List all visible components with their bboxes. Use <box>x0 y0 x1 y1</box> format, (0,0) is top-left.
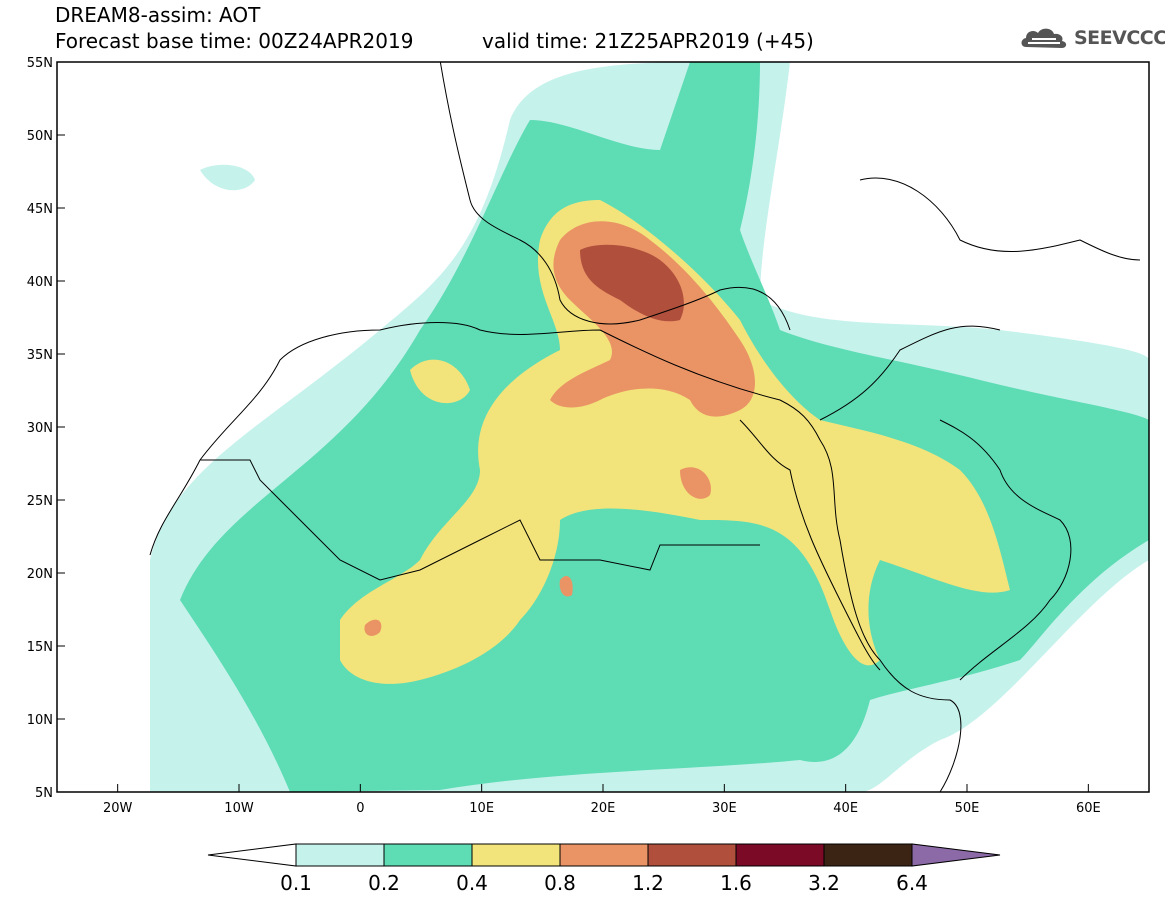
lat-tick-label: 15N <box>27 640 53 655</box>
colorbar-box <box>383 843 473 867</box>
logo-text: SEEVCCC <box>1074 27 1165 49</box>
lat-tick-label: 35N <box>27 348 53 363</box>
colorbar-box <box>735 843 825 867</box>
cloud-logo-icon <box>1021 28 1067 48</box>
lon-tick-label: 10W <box>224 801 254 816</box>
colorbar-level-label: 3.2 <box>808 871 840 895</box>
lat-tick-label: 30N <box>27 421 53 436</box>
border-sahel <box>200 459 760 581</box>
lat-tick-label: 5N <box>35 786 53 801</box>
lat-tick-label: 45N <box>27 202 53 217</box>
colorbar-under-triangle <box>207 843 297 867</box>
longitude-axis: 20W 10W 0 10E 20E 30E 40E 50E 60E <box>103 784 1101 816</box>
colorbar-box <box>647 843 737 867</box>
chart-title: DREAM8-assim: AOT <box>55 3 261 27</box>
aot-patch <box>680 467 711 499</box>
latitude-axis: 5N 10N 15N 20N 25N 30N 35N 40N 45N 50N 55N <box>27 56 65 801</box>
colorbar-boxes <box>207 843 1001 867</box>
border-middle-east <box>819 325 1001 421</box>
lat-tick-label: 20N <box>27 567 53 582</box>
colorbar-over-triangle <box>911 843 1001 867</box>
colorbar-level-label: 0.8 <box>544 871 576 895</box>
lon-tick-label: 20E <box>591 801 616 816</box>
colorbar-box <box>823 843 913 867</box>
lat-tick-label: 40N <box>27 275 53 290</box>
aot-patch <box>559 575 573 597</box>
lon-tick-label: 20W <box>103 801 133 816</box>
colorbar-box <box>295 843 385 867</box>
colorbar-box <box>559 843 649 867</box>
lat-tick-label: 50N <box>27 129 53 144</box>
coastline-europe <box>439 62 791 331</box>
aot-patch <box>364 619 382 636</box>
lon-tick-label: 30E <box>712 801 737 816</box>
lon-tick-label: 60E <box>1076 801 1101 816</box>
colorbar-level-label: 0.4 <box>456 871 488 895</box>
colorbar-level-label: 1.2 <box>632 871 664 895</box>
lon-tick-label: 0 <box>356 801 364 816</box>
lon-tick-label: 50E <box>955 801 980 816</box>
lat-tick-label: 55N <box>27 56 53 71</box>
colorbar-box <box>471 843 561 867</box>
lon-tick-label: 40E <box>833 801 858 816</box>
lat-tick-label: 25N <box>27 494 53 509</box>
valid-time: valid time: 21Z25APR2019 (+45) <box>482 29 814 53</box>
lat-tick-label: 10N <box>27 713 53 728</box>
colorbar-level-label: 1.6 <box>720 871 752 895</box>
colorbar-level-label: 0.1 <box>280 871 312 895</box>
aot-patch <box>410 359 470 404</box>
coastline-red-sea <box>739 419 881 671</box>
colorbar-level-label: 6.4 <box>896 871 928 895</box>
coastline-arabia <box>939 419 1072 681</box>
coastline-black-caspian <box>859 177 1141 261</box>
aot-band-0-4 <box>340 200 1010 684</box>
aot-patch <box>200 164 255 191</box>
colorbar-labels: 0.1 0.2 0.4 0.8 1.2 1.6 3.2 6.4 <box>280 871 928 895</box>
coastline-africa <box>149 322 962 792</box>
seevccc-logo: SEEVCCC <box>1018 25 1165 51</box>
colorbar-level-label: 0.2 <box>368 871 400 895</box>
forecast-base-time: Forecast base time: 00Z24APR2019 <box>55 29 414 53</box>
aot-band-1-2 <box>580 244 684 322</box>
coastlines <box>149 62 1141 792</box>
lon-tick-label: 10E <box>469 801 494 816</box>
aot-fields <box>150 62 1149 792</box>
